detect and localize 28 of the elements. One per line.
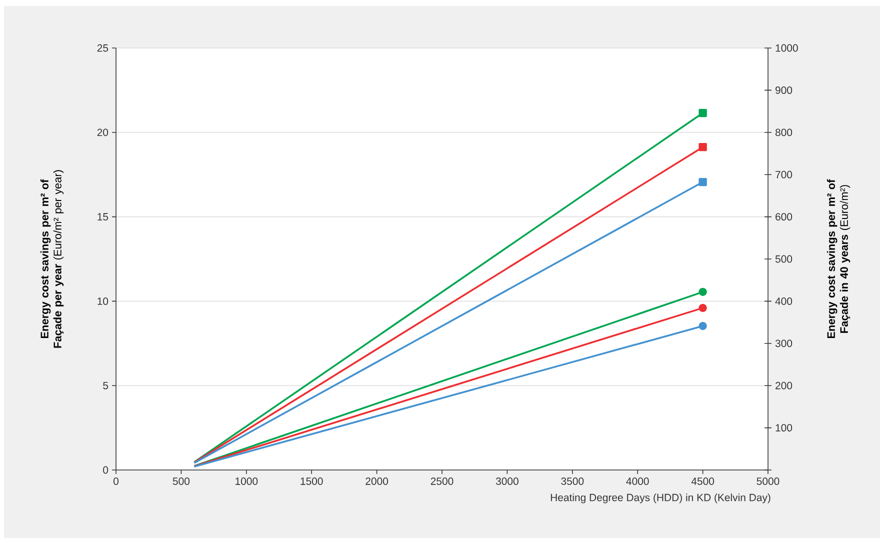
x-tick-label: 1500	[300, 478, 323, 485]
y2-tick-label: 900	[776, 86, 792, 94]
x-tick-label: 5000	[756, 478, 780, 485]
y-tick-label: 5	[103, 382, 108, 390]
x-tick-label: 2500	[430, 478, 454, 485]
y2-tick-label: 400	[775, 298, 792, 305]
x-tick-label: 0	[114, 478, 118, 485]
y2-tick-label: 200	[776, 382, 792, 390]
x-tick-label: 2000	[366, 478, 388, 485]
y-tick-label: 25	[97, 44, 108, 52]
y2-tick-label: 300	[775, 340, 792, 348]
y2-tick-label: 700	[776, 170, 792, 178]
y2-tick-label: 1000	[776, 44, 798, 52]
x-tick-label: 500	[172, 478, 190, 485]
x-tick-label: 3000	[496, 478, 518, 485]
y-tick-label: 15	[98, 213, 108, 220]
y-tick-label: 0	[103, 466, 108, 474]
y-tick-label: 10	[98, 298, 108, 305]
x-tick-label: 4500	[691, 478, 714, 485]
x-tick-label: 4000	[626, 478, 649, 485]
y2-tick-label: 500	[775, 255, 792, 263]
x-tick-label: 1000	[236, 478, 258, 485]
y-tick-label: 20	[97, 128, 108, 136]
x-tick-label: 3500	[561, 478, 584, 485]
y2-tick-label: 800	[775, 128, 792, 136]
y2-tick-label: 600	[776, 213, 792, 221]
x-axis-title: Heating Degree Days (HDD) in KD (Kelvin Day)	[550, 494, 770, 504]
y2-tick-label: 100	[776, 424, 792, 432]
